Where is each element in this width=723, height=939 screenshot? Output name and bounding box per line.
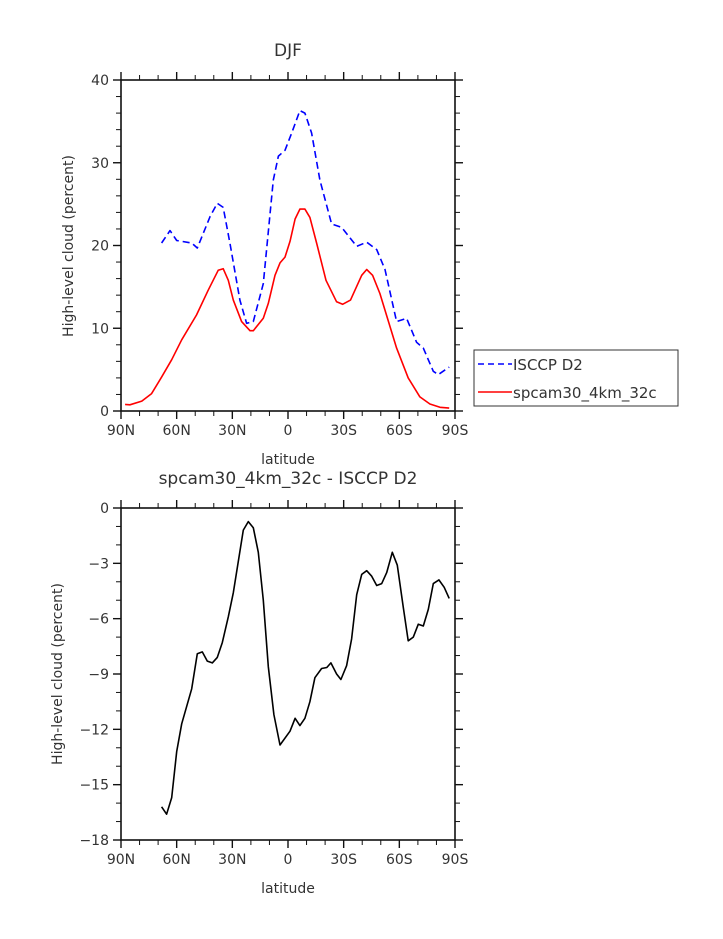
y-tick-label: −6: [88, 612, 109, 628]
legend: ISCCP D2 spcam30_4km_32c: [473, 349, 679, 407]
x-tick-label: 0: [284, 852, 293, 868]
x-tick-label: 60N: [163, 423, 191, 439]
x-tick-label: 0: [284, 423, 293, 439]
series-line-isccp-d2: [160, 109, 450, 376]
y-tick-label: −15: [79, 778, 109, 794]
top-x-axis-label: latitude: [261, 452, 315, 468]
top-chart-title: DJF: [274, 41, 302, 61]
x-tick-label: 30N: [218, 423, 246, 439]
x-tick-label: 60S: [386, 423, 413, 439]
y-tick-label: −9: [88, 667, 109, 683]
x-tick-label: 60N: [163, 852, 191, 868]
x-tick-label: 60S: [386, 852, 413, 868]
y-tick-label: −18: [79, 833, 109, 849]
y-tick-label: 40: [91, 73, 109, 89]
top-y-axis-label: High-level cloud (percent): [61, 155, 77, 337]
x-tick-label: 90N: [107, 423, 135, 439]
y-tick-label: 0: [100, 501, 109, 517]
x-tick-label: 90S: [442, 852, 469, 868]
bottom-chart-title: spcam30_4km_32c - ISCCP D2: [159, 469, 418, 489]
legend-box: [473, 349, 679, 407]
legend-label-isccp: ISCCP D2: [513, 356, 583, 374]
y-tick-label: 20: [91, 239, 109, 255]
y-tick-label: −12: [79, 722, 109, 738]
series-line-spcam30-4km-32c-isccp-d2: [160, 520, 450, 816]
x-tick-label: 30S: [330, 423, 357, 439]
y-tick-label: 10: [91, 321, 109, 337]
legend-label-spcam: spcam30_4km_32c: [513, 384, 657, 403]
y-tick-label: −3: [88, 556, 109, 572]
y-tick-label: 30: [91, 156, 109, 172]
x-tick-label: 90S: [442, 423, 469, 439]
x-tick-label: 30N: [218, 852, 246, 868]
x-tick-label: 30S: [330, 852, 357, 868]
plot-frame: [120, 507, 456, 841]
bottom-x-axis-label: latitude: [261, 881, 315, 897]
top-plot-area: 90N 60N 30N 0 30S 60S 90S 0 10 20 30 40: [91, 72, 468, 439]
x-tick-label: 90N: [107, 852, 135, 868]
y-tick-label: 0: [100, 404, 109, 420]
series-line-spcam30-4km-32c: [125, 208, 450, 409]
bottom-plot-area: 90N 60N 30N 0 30S 60S 90S 0 −3 −6 −9 −12 −15 −18: [79, 500, 468, 868]
bottom-y-axis-label: High-level cloud (percent): [50, 583, 66, 765]
